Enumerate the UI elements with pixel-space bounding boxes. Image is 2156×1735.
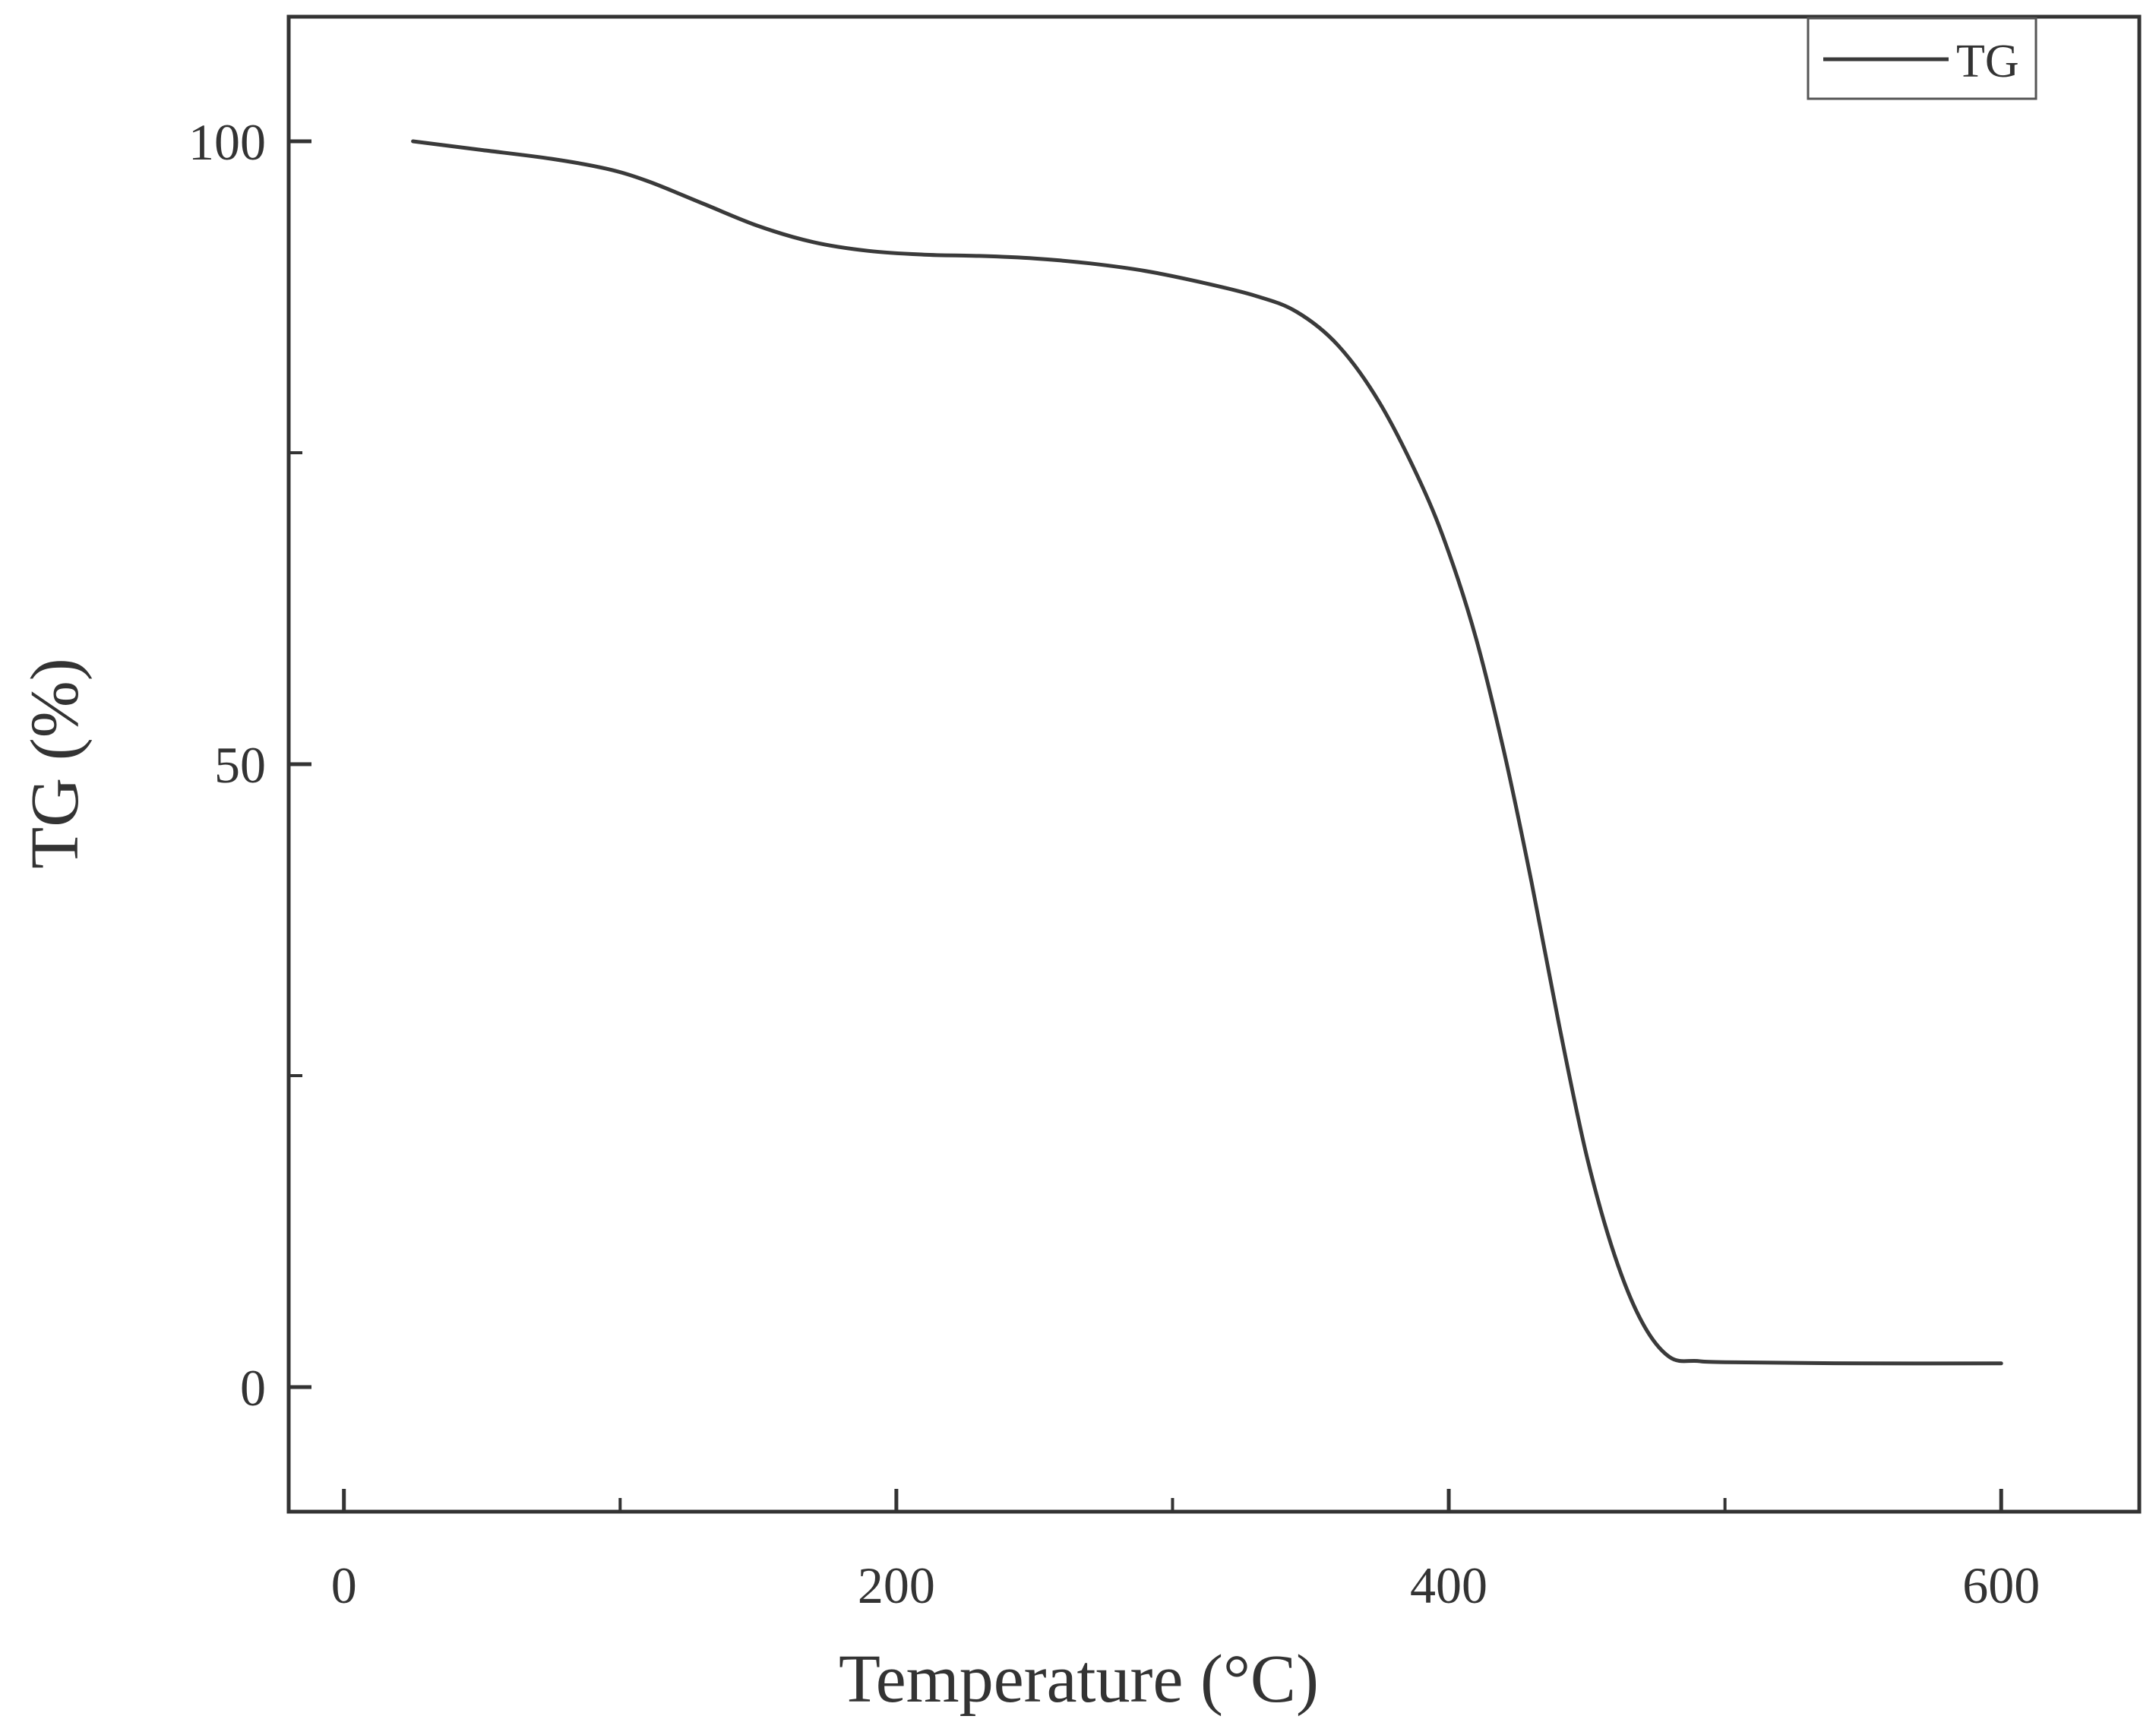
x-axis-title: Temperature (°C) [839, 1642, 1319, 1717]
series-layer [411, 139, 2003, 1366]
legend-label: TG [1956, 36, 2019, 87]
y-tick-label: 0 [240, 1359, 266, 1417]
x-tick-label: 600 [1962, 1556, 2040, 1614]
y-axis-ticks: 0 50 100 [188, 113, 311, 1417]
y-axis-title: TG (%) [17, 658, 93, 868]
series-line-tg [411, 139, 2003, 1366]
y-tick-label: 50 [214, 736, 266, 794]
legend: TG [1807, 17, 2037, 100]
x-axis-ticks: 0 200 400 600 [331, 1489, 2040, 1614]
x-tick-label: 0 [331, 1556, 357, 1614]
x-tick-label: 400 [1410, 1556, 1487, 1614]
x-tick-label: 200 [858, 1556, 935, 1614]
y-tick-label: 100 [188, 113, 266, 171]
